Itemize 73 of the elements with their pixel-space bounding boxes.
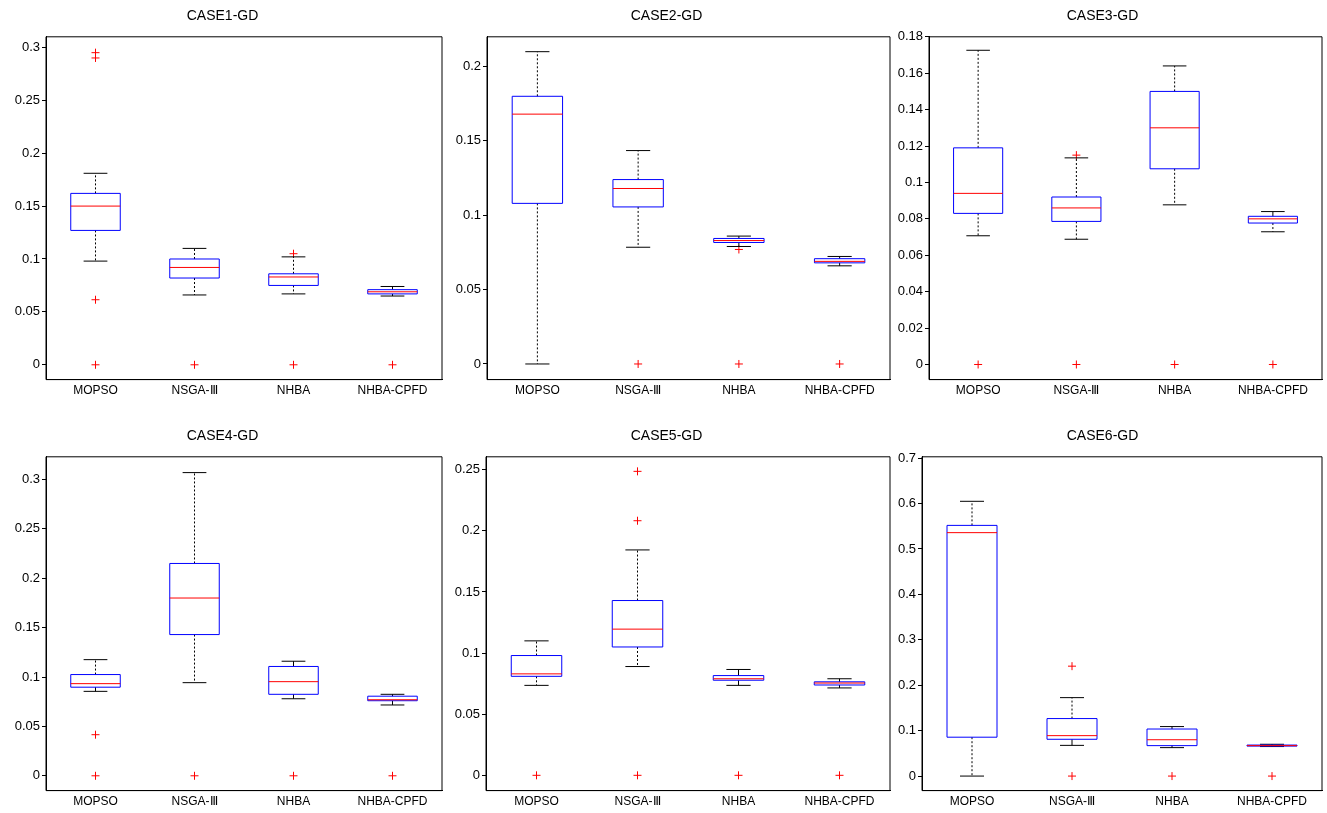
x-tick-label: NHBA: [276, 794, 311, 809]
y-tick-label: 0.15: [455, 132, 481, 148]
y-tick-label: 0.2: [461, 522, 480, 538]
y-tick-label: 0.3: [21, 471, 40, 487]
x-tick-label: NSGA-Ⅲ: [1048, 794, 1096, 809]
y-tick-label: 0.16: [897, 64, 923, 80]
x-tick-label: MOPSO: [515, 383, 560, 398]
y-tick-label: 0.1: [897, 722, 916, 738]
x-tick-label: NHBA-CPFD: [804, 383, 875, 398]
y-tick-label: 0.2: [21, 144, 40, 160]
y-tick-label: 0.18: [897, 28, 923, 44]
y-tick-label: 0.4: [897, 585, 916, 601]
y-tick-label: 0: [472, 766, 480, 782]
y-tick-label: 0.15: [14, 619, 40, 635]
x-tick-label: NHBA-CPFD: [357, 794, 428, 809]
x-tick-label: NHBA-CPFD: [1237, 383, 1309, 398]
x-tick-label: NHBA: [1155, 794, 1189, 809]
y-tick-label: 0.5: [897, 540, 916, 556]
y-tick-label: 0.2: [462, 58, 481, 74]
y-tick-label: 0.7: [897, 449, 916, 465]
y-tick-label: 0.3: [21, 38, 40, 54]
x-tick-label: NSGA-Ⅲ: [615, 383, 662, 398]
y-tick-label: 0.1: [904, 174, 923, 190]
x-tick-label: NHBA-CPFD: [357, 383, 428, 398]
x-tick-label: MOPSO: [514, 794, 559, 809]
y-tick-label: 0: [473, 355, 481, 371]
y-tick-label: 0.25: [454, 461, 480, 477]
y-tick-label: 0.1: [462, 206, 481, 222]
y-tick-label: 0.08: [897, 210, 923, 226]
y-tick-label: 0.05: [455, 281, 481, 297]
chart-title: CASE4-GD: [186, 427, 259, 444]
x-tick-label: NSGA-Ⅲ: [1053, 383, 1100, 398]
y-tick-label: 0.15: [454, 583, 480, 599]
x-tick-label: MOPSO: [949, 794, 995, 809]
x-tick-label: NSGA-Ⅲ: [171, 383, 218, 398]
x-tick-label: NHBA: [721, 794, 756, 809]
y-tick-label: 0.1: [21, 250, 40, 266]
y-tick-label: 0.2: [21, 569, 40, 585]
x-tick-label: NHBA: [276, 383, 311, 398]
y-tick-label: 0.25: [14, 520, 40, 536]
y-tick-label: 0: [32, 767, 40, 783]
x-tick-label: NHBA-CPFD: [804, 794, 875, 809]
y-tick-label: 0.12: [897, 137, 923, 153]
x-tick-label: MOPSO: [73, 794, 118, 809]
chart-title: CASE1-GD: [186, 7, 259, 24]
chart-title: CASE3-GD: [1066, 7, 1139, 24]
y-tick-label: 0.25: [14, 91, 40, 107]
chart-title: CASE5-GD: [630, 427, 703, 444]
y-tick-label: 0: [32, 356, 40, 372]
x-tick-label: NHBA: [722, 383, 756, 398]
x-tick-label: NSGA-Ⅲ: [614, 794, 661, 809]
y-tick-label: 0.06: [897, 246, 923, 262]
y-tick-label: 0.05: [14, 303, 40, 319]
y-tick-label: 0: [915, 356, 923, 372]
y-tick-label: 0: [908, 767, 916, 783]
y-tick-label: 0.05: [14, 717, 40, 733]
x-tick-label: MOPSO: [955, 383, 1001, 398]
y-tick-label: 0.04: [897, 283, 923, 299]
x-tick-label: NHBA: [1157, 383, 1192, 398]
chart-title: CASE6-GD: [1066, 427, 1139, 444]
y-tick-label: 0.05: [454, 705, 480, 721]
y-tick-label: 0.1: [461, 644, 480, 660]
chart-title: CASE2-GD: [630, 7, 703, 24]
x-tick-label: MOPSO: [73, 383, 118, 398]
y-tick-label: 0.6: [897, 495, 916, 511]
y-tick-label: 0.14: [897, 101, 923, 117]
y-tick-label: 0.1: [21, 668, 40, 684]
x-tick-label: NHBA-CPFD: [1236, 794, 1308, 809]
y-tick-label: 0.02: [897, 319, 923, 335]
y-tick-label: 0.15: [14, 197, 40, 213]
x-tick-label: NSGA-Ⅲ: [171, 794, 218, 809]
y-tick-label: 0.2: [897, 676, 916, 692]
y-tick-label: 0.3: [897, 631, 916, 647]
